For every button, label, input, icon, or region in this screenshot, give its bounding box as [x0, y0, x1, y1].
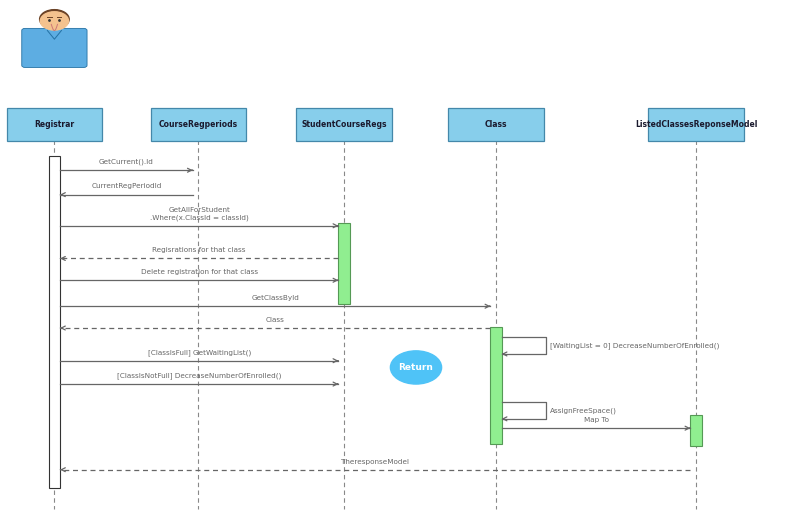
FancyBboxPatch shape: [448, 108, 544, 141]
Text: Class: Class: [266, 317, 285, 323]
Text: GetClassById: GetClassById: [251, 295, 299, 301]
Text: Regisrations for that class: Regisrations for that class: [153, 247, 246, 253]
Text: Return: Return: [398, 363, 434, 372]
FancyBboxPatch shape: [22, 29, 87, 67]
FancyBboxPatch shape: [296, 108, 392, 141]
Text: AssignFreeSpace(): AssignFreeSpace(): [550, 407, 617, 414]
FancyBboxPatch shape: [7, 108, 102, 141]
FancyBboxPatch shape: [648, 108, 744, 141]
Circle shape: [40, 10, 69, 29]
Text: Map To: Map To: [583, 417, 609, 423]
FancyBboxPatch shape: [490, 327, 502, 444]
FancyBboxPatch shape: [151, 108, 246, 141]
FancyBboxPatch shape: [690, 415, 702, 446]
Text: CourseRegperiods: CourseRegperiods: [159, 120, 238, 129]
Text: TheresponseModel: TheresponseModel: [341, 458, 409, 465]
Text: GetAllForStudent
.Where(x.ClassId = classId): GetAllForStudent .Where(x.ClassId = clas…: [150, 207, 249, 221]
FancyBboxPatch shape: [338, 223, 350, 304]
Text: Registrar: Registrar: [34, 120, 74, 129]
Circle shape: [390, 351, 442, 384]
Text: [ClassIsNotFull] DecreaseNumberOfEnrolled(): [ClassIsNotFull] DecreaseNumberOfEnrolle…: [117, 372, 282, 379]
Text: Class: Class: [485, 120, 507, 129]
Text: StudentCourseRegs: StudentCourseRegs: [302, 120, 386, 129]
Text: CurrentRegPeriodId: CurrentRegPeriodId: [91, 183, 162, 189]
Text: [ClassIsFull] GetWaitingList(): [ClassIsFull] GetWaitingList(): [147, 349, 251, 356]
Text: [WaitingList = 0] DecreaseNumberOfEnrolled(): [WaitingList = 0] DecreaseNumberOfEnroll…: [550, 342, 719, 349]
Circle shape: [40, 12, 69, 30]
Text: Delete registration for that class: Delete registration for that class: [141, 269, 258, 275]
Text: GetCurrent().Id: GetCurrent().Id: [99, 158, 154, 165]
Text: ListedClassesReponseModel: ListedClassesReponseModel: [635, 120, 757, 129]
FancyBboxPatch shape: [49, 156, 60, 488]
